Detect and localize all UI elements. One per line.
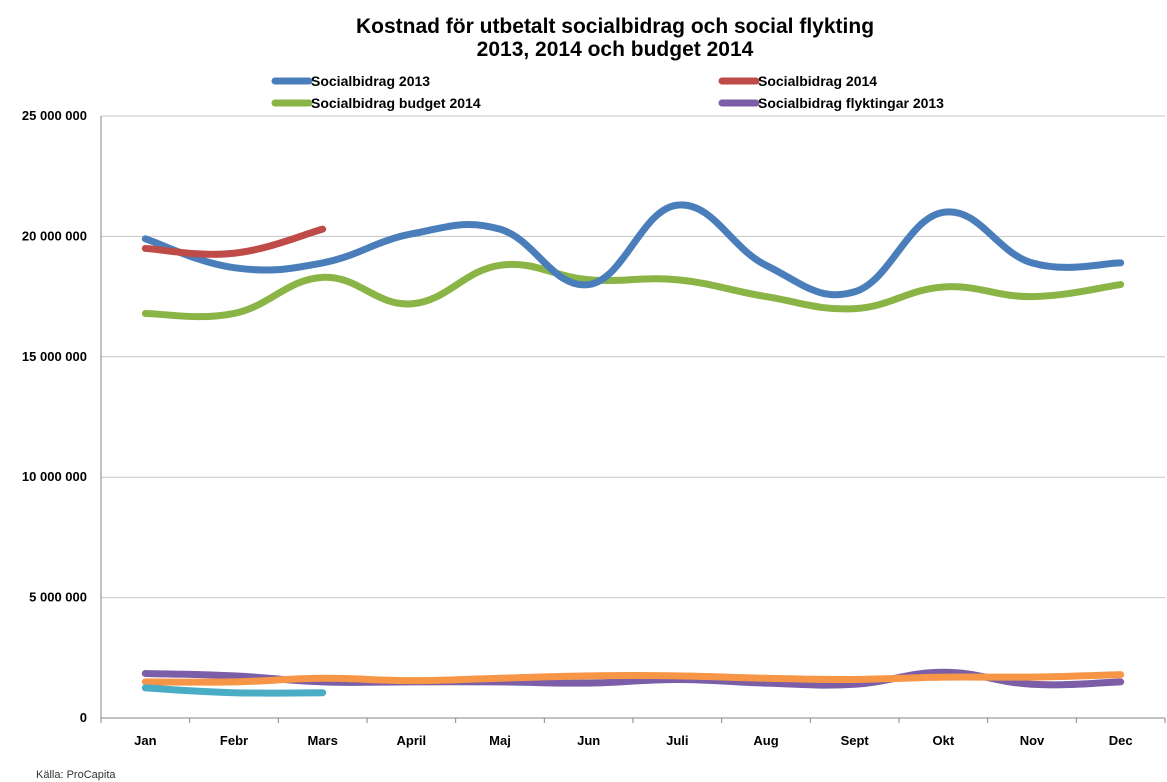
- y-tick-label: 0: [80, 710, 87, 725]
- x-tick-label: Mars: [307, 733, 337, 748]
- legend-label: Socialbidrag 2013: [311, 73, 430, 89]
- y-axis-tick-labels: 0 5 000 000 10 000 000 15 000 000 20 000 000…: [22, 108, 87, 725]
- legend-label: Socialbidrag budget 2014: [311, 95, 481, 111]
- x-tick-label: Febr: [220, 733, 248, 748]
- series-lines: [141, 201, 1125, 697]
- x-axis-tick-labels: Jan Febr Mars April Maj Jun Juli Aug Sept Okt Nov D…: [100, 718, 1166, 748]
- y-tick-label: 10 000 000: [22, 469, 87, 484]
- legend-label: Socialbidrag flyktingar 2013: [758, 95, 944, 111]
- legend-label: Socialbidrag 2014: [758, 73, 877, 89]
- y-tick-label: 20 000 000: [22, 228, 87, 243]
- x-tick-label: Okt: [932, 733, 954, 748]
- legend: Socialbidrag 2013 Socialbidrag 2014 Social…: [271, 73, 944, 111]
- series-line-0: [141, 201, 1125, 299]
- series-line-1: [141, 225, 327, 258]
- x-tick-label: Dec: [1109, 733, 1133, 748]
- series-line-4: [141, 684, 327, 697]
- x-tick-label: Jun: [577, 733, 600, 748]
- series-line-5: [141, 671, 1125, 686]
- y-tick-label: 5 000 000: [29, 590, 87, 605]
- x-tick-label: Jan: [134, 733, 156, 748]
- x-tick-label: Aug: [753, 733, 778, 748]
- y-tick-label: 15 000 000: [22, 349, 87, 364]
- x-tick-label: Maj: [489, 733, 511, 748]
- x-tick-label: April: [397, 733, 427, 748]
- x-tick-label: Nov: [1020, 733, 1045, 748]
- series-line-2: [141, 260, 1125, 321]
- chart-title-line-1: Kostnad för utbetalt socialbidrag och so…: [356, 15, 874, 38]
- source-note: Källa: ProCapita: [36, 769, 116, 781]
- y-tick-label: 25 000 000: [22, 108, 87, 123]
- x-tick-label: Juli: [666, 733, 688, 748]
- chart-title-line-2: 2013, 2014 och budget 2014: [477, 38, 754, 61]
- gridlines: [100, 115, 1165, 719]
- x-tick-label: Sept: [841, 733, 870, 748]
